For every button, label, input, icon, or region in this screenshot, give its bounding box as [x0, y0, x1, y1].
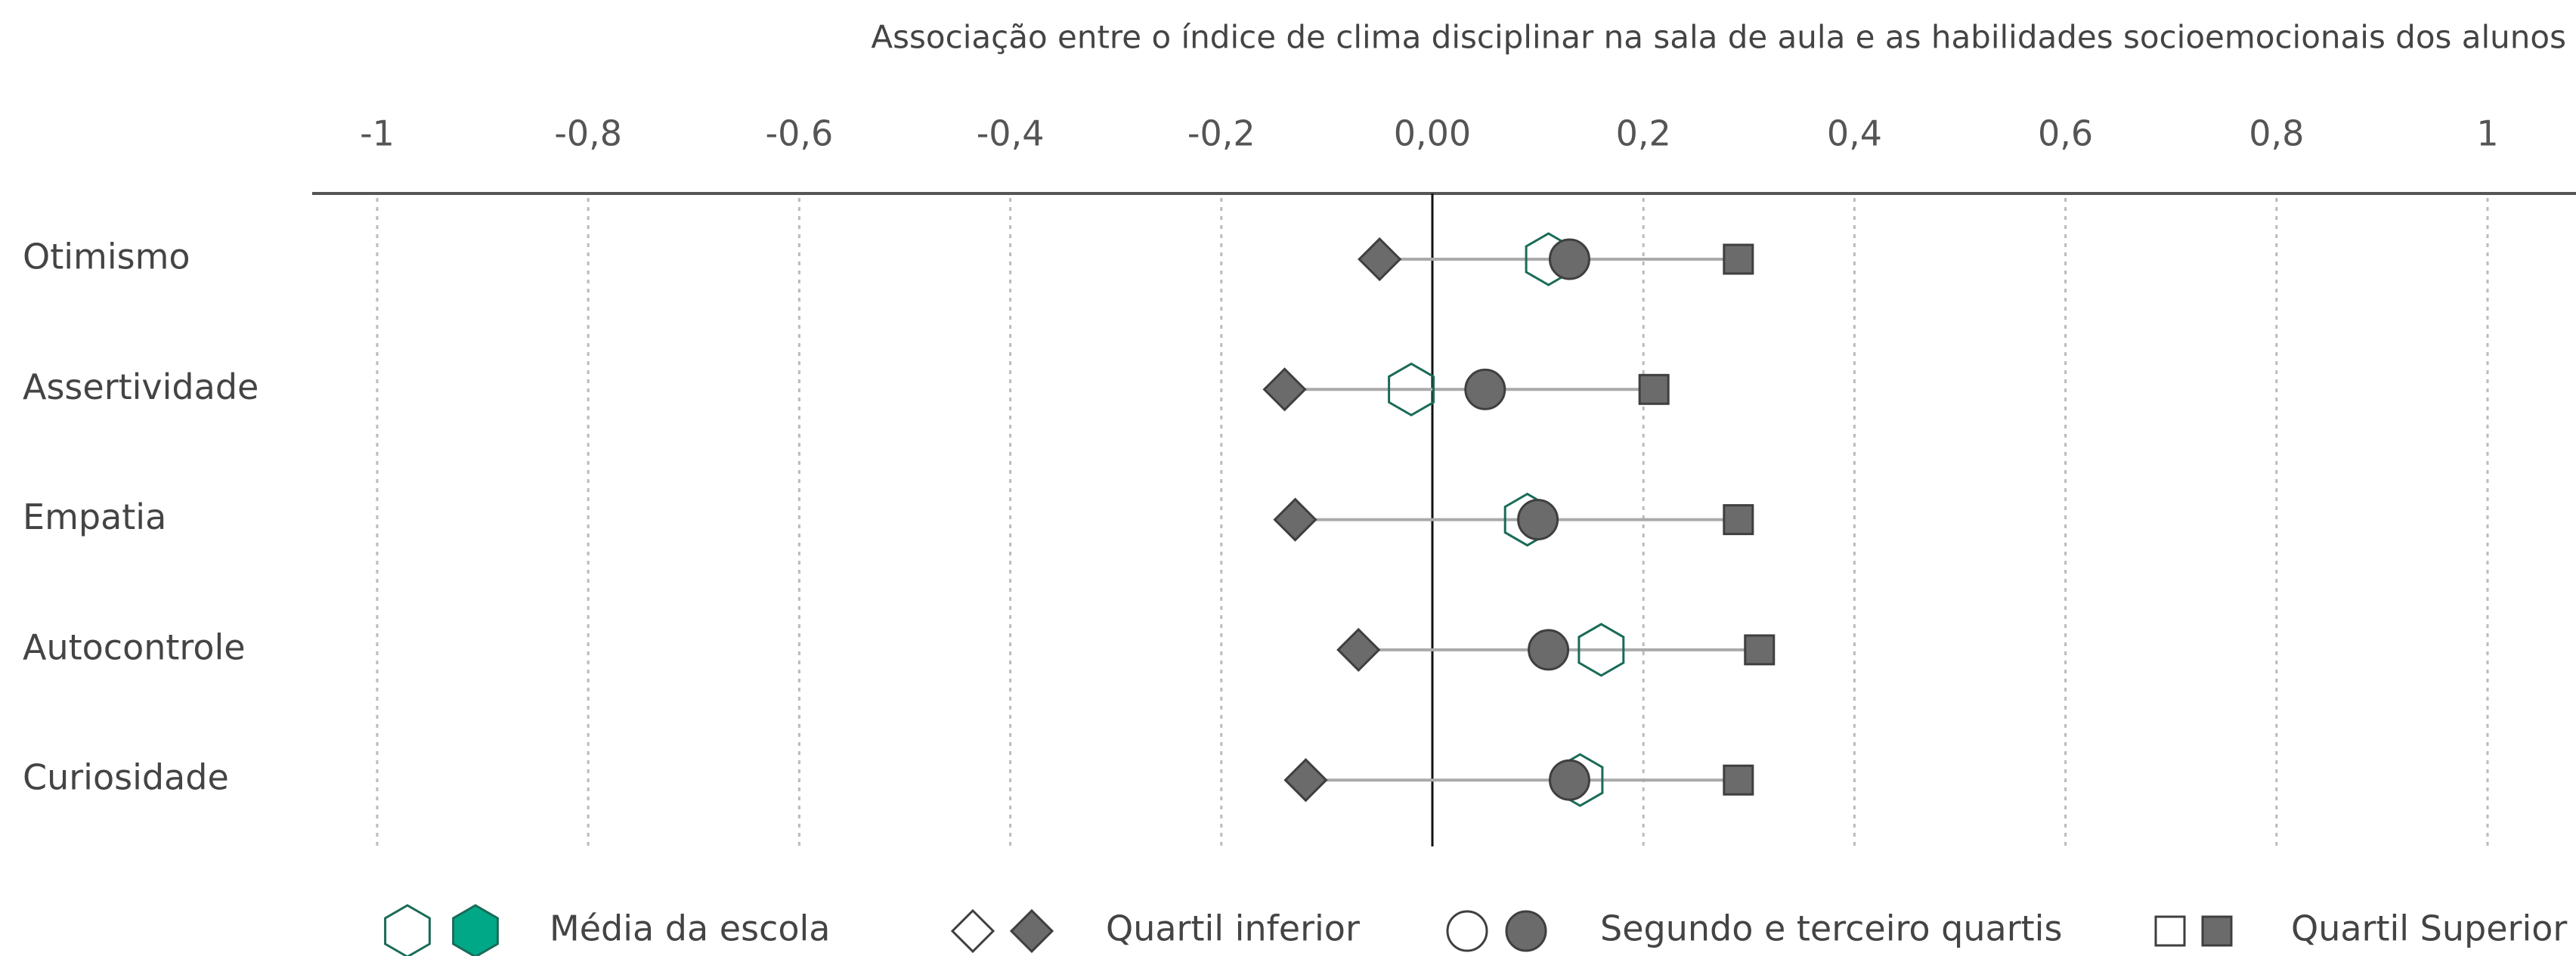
point-square: [1723, 243, 1754, 275]
point-circle: [1464, 368, 1506, 410]
x-tick-label: -0,8: [554, 113, 622, 154]
point-hexagon: [1577, 623, 1625, 677]
category-label: Curiosidade: [23, 757, 229, 798]
point-square: [1723, 764, 1754, 796]
legend-label: Média da escola: [550, 908, 830, 949]
x-tick-label: 1: [2476, 113, 2498, 154]
chart-title: Associação entre o índice de clima disci…: [871, 19, 2566, 56]
legend-symbol: [2154, 915, 2186, 947]
point-circle: [1548, 759, 1590, 801]
point-diamond: [1358, 237, 1402, 282]
point-circle: [1528, 629, 1570, 671]
legend-label: Quartil Superior: [2291, 908, 2567, 949]
x-tick-label: -0,4: [977, 113, 1045, 154]
point-circle: [1548, 238, 1590, 280]
legend-symbol: [1446, 910, 1488, 952]
x-tick-label: 0,00: [1394, 113, 1471, 154]
x-tick-label: -1: [360, 113, 395, 154]
x-tick-label: 0,4: [1827, 113, 1882, 154]
legend-label: Segundo e terceiro quartis: [1600, 908, 2062, 949]
x-tick-label: 0,8: [2249, 113, 2304, 154]
point-diamond: [1273, 497, 1317, 542]
category-label: Assertividade: [23, 367, 259, 407]
point-circle: [1517, 499, 1559, 541]
legend-symbol: [950, 908, 995, 954]
x-tick-label: 0,6: [2038, 113, 2093, 154]
point-diamond: [1283, 758, 1328, 803]
legend-symbol: [1009, 908, 1054, 954]
category-label: Otimismo: [23, 237, 190, 277]
category-label: Autocontrole: [23, 627, 246, 667]
legend-symbol: [2201, 915, 2233, 947]
x-tick-label: -0,6: [766, 113, 834, 154]
point-diamond: [1262, 367, 1307, 412]
point-square: [1744, 634, 1776, 666]
legend-label: Quartil inferior: [1106, 908, 1360, 949]
legend-symbol: [384, 904, 431, 956]
point-diamond: [1336, 627, 1381, 673]
legend-symbol: [452, 904, 499, 956]
x-tick-label: 0,2: [1616, 113, 1671, 154]
point-square: [1723, 504, 1754, 536]
point-square: [1638, 373, 1670, 405]
legend-symbol: [1505, 910, 1547, 952]
point-hexagon: [1388, 362, 1435, 417]
x-tick-label: -0,2: [1187, 113, 1255, 154]
category-label: Empatia: [23, 497, 166, 537]
